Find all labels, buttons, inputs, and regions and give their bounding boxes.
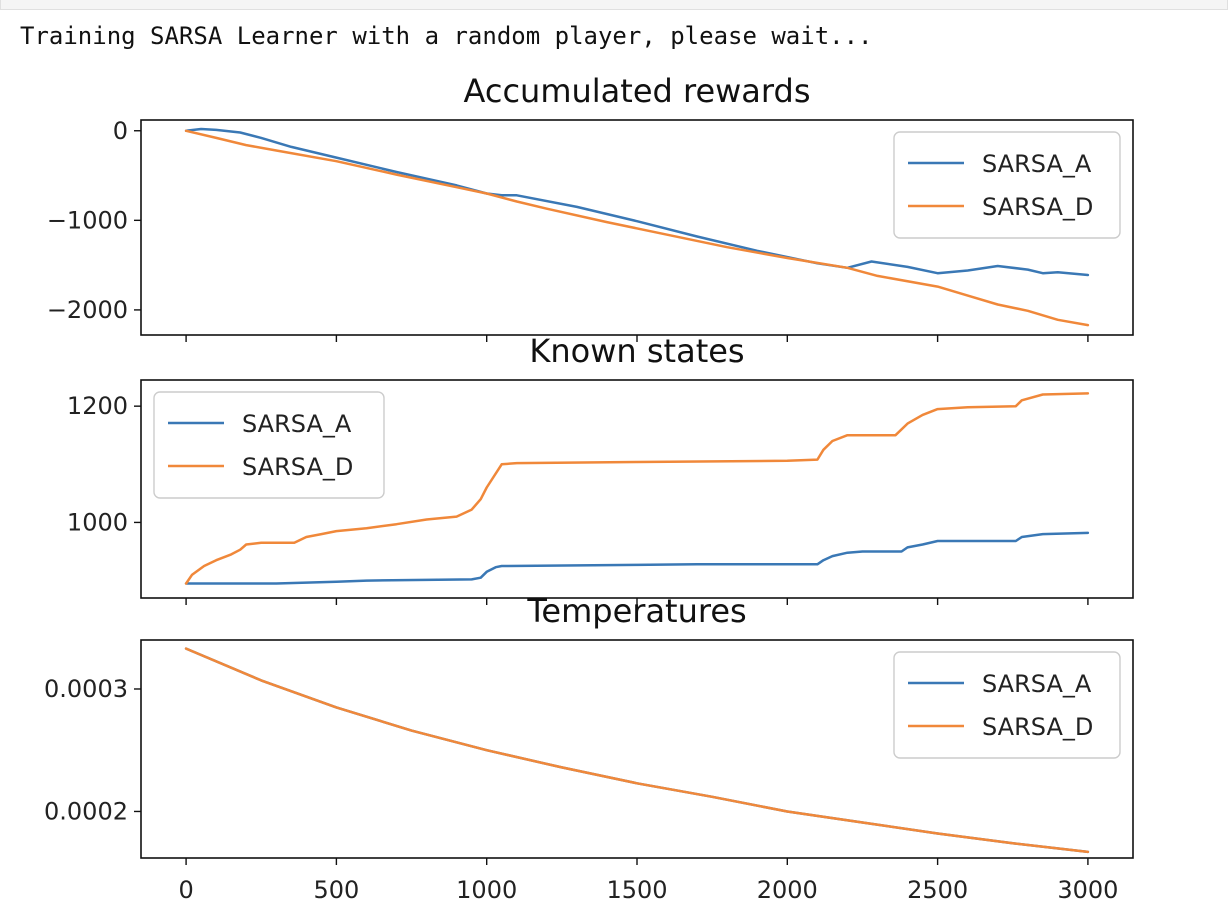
series-line-sarsa-a	[184, 531, 1090, 585]
x-tick-label: 2000	[757, 876, 818, 904]
series-line-sarsa-a	[184, 127, 1090, 277]
legend: SARSA_A SARSA_D	[153, 391, 385, 499]
legend: SARSA_A SARSA_D	[893, 131, 1121, 239]
series-line-sarsa-d	[184, 647, 1090, 854]
x-tick-label: 1000	[456, 876, 517, 904]
chart-title: Accumulated rewards	[464, 72, 811, 110]
legend-label: SARSA_A	[982, 150, 1092, 178]
series-line-sarsa-d	[184, 392, 1090, 585]
legend-label: SARSA_D	[982, 713, 1093, 741]
legend: SARSA_A SARSA_D	[893, 651, 1121, 759]
y-tick-label: 0	[113, 117, 128, 145]
legend-box	[893, 651, 1121, 759]
y-tick-label: −2000	[47, 296, 128, 324]
chart-panel-2: 1000 1200 Known states SARSA_A SARSA_D	[67, 332, 1134, 605]
x-tick-label: 3000	[1057, 876, 1118, 904]
x-tick-label: 0	[178, 876, 193, 904]
series-line-sarsa-d	[184, 129, 1090, 327]
y-tick-label: 1000	[67, 508, 128, 536]
x-tick-label: 1500	[606, 876, 667, 904]
output-text: Training SARSA Learner with a random pla…	[20, 22, 873, 50]
x-tick-label: 2500	[907, 876, 968, 904]
cell-input-bar	[0, 0, 1228, 10]
legend-label: SARSA_A	[242, 410, 352, 438]
chart-title: Known states	[529, 332, 744, 370]
chart-title: Temperatures	[526, 592, 746, 630]
y-tick-label: 0.0003	[44, 675, 128, 703]
legend-box	[153, 391, 385, 499]
legend-label: SARSA_D	[242, 453, 353, 481]
y-tick-label: −1000	[47, 206, 128, 234]
y-tick-label: 1200	[67, 392, 128, 420]
x-tick-label: 500	[313, 876, 359, 904]
legend-label: SARSA_A	[982, 670, 1092, 698]
legend-label: SARSA_D	[982, 193, 1093, 221]
y-tick-label: 0.0002	[44, 797, 128, 825]
chart-panel-3: 0 500 1000 1500 2000 2500 3000 0.0003 0.0002 Temp…	[44, 592, 1134, 904]
legend-box	[893, 131, 1121, 239]
